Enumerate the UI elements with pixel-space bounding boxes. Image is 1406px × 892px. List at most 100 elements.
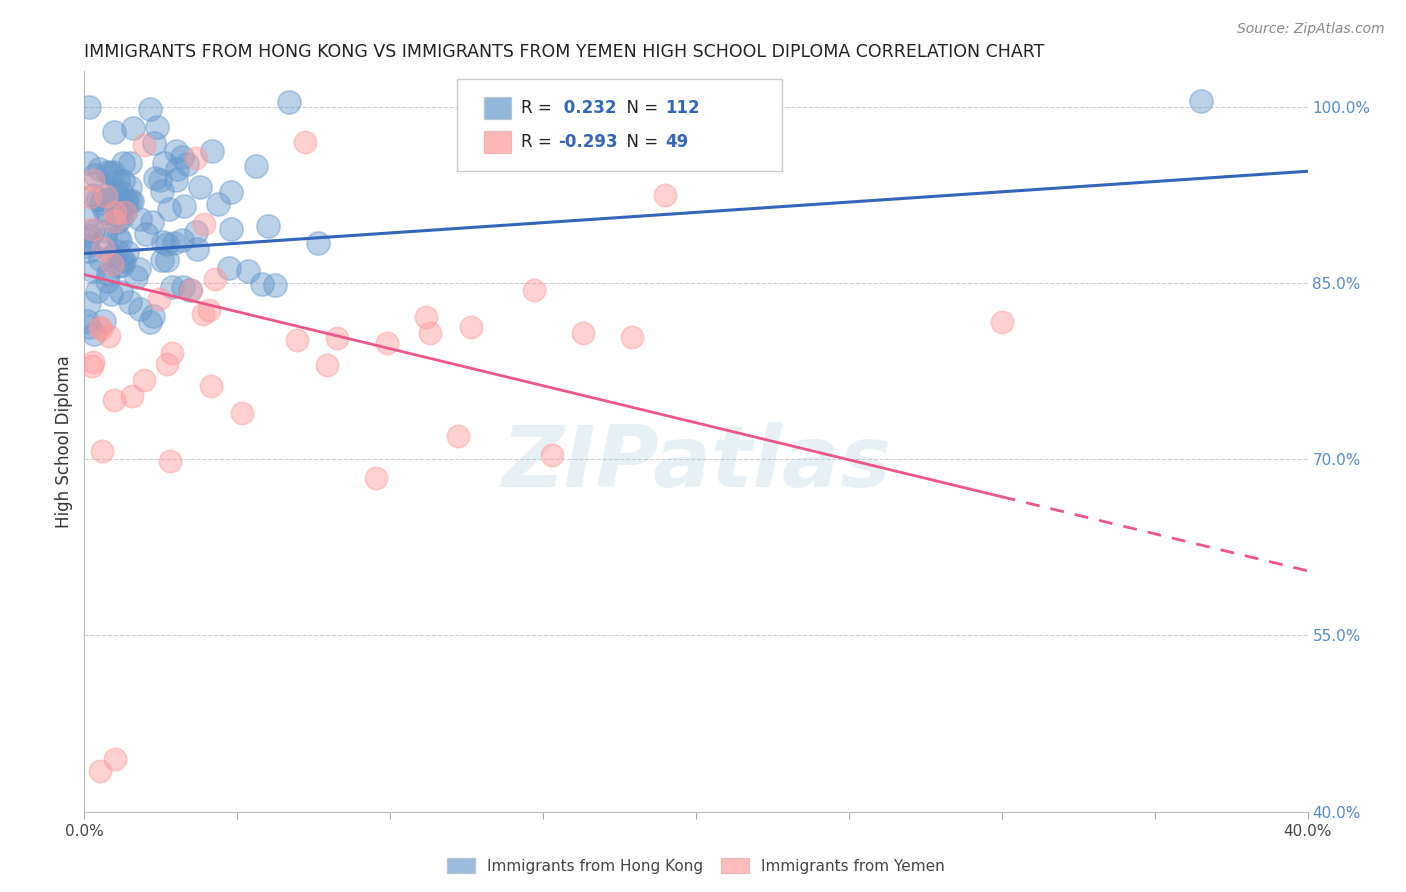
Point bbox=[76, 210, 98, 224]
Point bbox=[193, 217, 215, 231]
Text: ZIPatlas: ZIPatlas bbox=[501, 422, 891, 505]
Point bbox=[146, 120, 169, 134]
Point bbox=[278, 95, 301, 110]
Point bbox=[152, 235, 174, 249]
Point bbox=[100, 287, 122, 301]
Point bbox=[219, 222, 242, 236]
Point bbox=[111, 174, 134, 188]
Text: -0.293: -0.293 bbox=[558, 133, 617, 151]
Point bbox=[94, 232, 117, 246]
Point bbox=[572, 326, 595, 341]
Point bbox=[129, 301, 152, 316]
Point bbox=[188, 180, 211, 194]
Point bbox=[110, 211, 132, 225]
Point bbox=[620, 330, 643, 344]
Point bbox=[104, 205, 127, 219]
Point bbox=[165, 173, 187, 187]
Point bbox=[170, 233, 193, 247]
Point bbox=[93, 192, 115, 206]
Point bbox=[160, 280, 183, 294]
Point bbox=[94, 189, 117, 203]
Point bbox=[77, 244, 100, 258]
Point bbox=[198, 303, 221, 318]
Point bbox=[150, 184, 173, 198]
Point bbox=[76, 238, 98, 252]
Point bbox=[82, 188, 104, 202]
Point bbox=[149, 173, 172, 187]
Point bbox=[184, 225, 207, 239]
Point bbox=[89, 764, 111, 778]
Point bbox=[236, 264, 259, 278]
Point bbox=[121, 194, 143, 208]
Point bbox=[307, 235, 329, 250]
Point bbox=[110, 186, 132, 200]
Point bbox=[139, 103, 162, 117]
Point bbox=[90, 322, 112, 336]
Point bbox=[523, 283, 546, 297]
Point bbox=[122, 121, 145, 136]
Point bbox=[101, 249, 124, 263]
Point bbox=[101, 165, 124, 179]
Point bbox=[285, 333, 308, 347]
Point bbox=[89, 319, 111, 334]
Point bbox=[97, 267, 120, 281]
Point bbox=[82, 173, 104, 187]
Point bbox=[148, 292, 170, 306]
Point bbox=[89, 252, 111, 267]
Point bbox=[103, 214, 125, 228]
Point bbox=[173, 199, 195, 213]
Point bbox=[125, 270, 148, 285]
Point bbox=[107, 208, 129, 222]
Point bbox=[115, 244, 138, 259]
Point bbox=[110, 285, 132, 300]
Point bbox=[79, 229, 101, 244]
Point bbox=[156, 357, 179, 371]
Point bbox=[221, 186, 243, 200]
Point bbox=[96, 224, 118, 238]
Point bbox=[128, 262, 150, 277]
Point bbox=[87, 192, 110, 206]
Point bbox=[1189, 94, 1212, 108]
Point bbox=[107, 174, 129, 188]
Point bbox=[129, 211, 152, 226]
FancyBboxPatch shape bbox=[484, 97, 512, 120]
Point bbox=[419, 326, 441, 341]
Point bbox=[166, 162, 188, 177]
Point bbox=[112, 200, 135, 214]
Point bbox=[118, 180, 141, 194]
Point bbox=[160, 346, 183, 360]
Point bbox=[118, 194, 141, 208]
Point bbox=[118, 156, 141, 170]
FancyBboxPatch shape bbox=[457, 78, 782, 171]
Point bbox=[201, 144, 224, 158]
Point bbox=[105, 215, 128, 229]
Point bbox=[150, 252, 173, 267]
Point bbox=[103, 392, 125, 407]
Text: R =: R = bbox=[522, 133, 557, 151]
Point bbox=[157, 202, 180, 217]
Point bbox=[82, 223, 104, 237]
Point bbox=[991, 314, 1014, 328]
Y-axis label: High School Diploma: High School Diploma bbox=[55, 355, 73, 528]
Point bbox=[250, 277, 273, 291]
Point bbox=[159, 454, 181, 468]
Point bbox=[541, 449, 564, 463]
Point bbox=[166, 144, 188, 158]
Point bbox=[96, 206, 118, 220]
Point bbox=[315, 358, 337, 372]
Point bbox=[87, 162, 110, 177]
Point bbox=[86, 284, 108, 298]
Point bbox=[218, 260, 240, 275]
Point bbox=[90, 196, 112, 211]
Point bbox=[104, 752, 127, 766]
Point bbox=[97, 329, 120, 343]
Point bbox=[79, 190, 101, 204]
Point bbox=[654, 188, 676, 202]
Point bbox=[415, 310, 437, 325]
Point bbox=[135, 227, 157, 241]
Point bbox=[364, 471, 387, 485]
Point bbox=[156, 236, 179, 251]
Point bbox=[114, 204, 136, 219]
Point bbox=[105, 186, 128, 200]
Point bbox=[111, 199, 134, 213]
